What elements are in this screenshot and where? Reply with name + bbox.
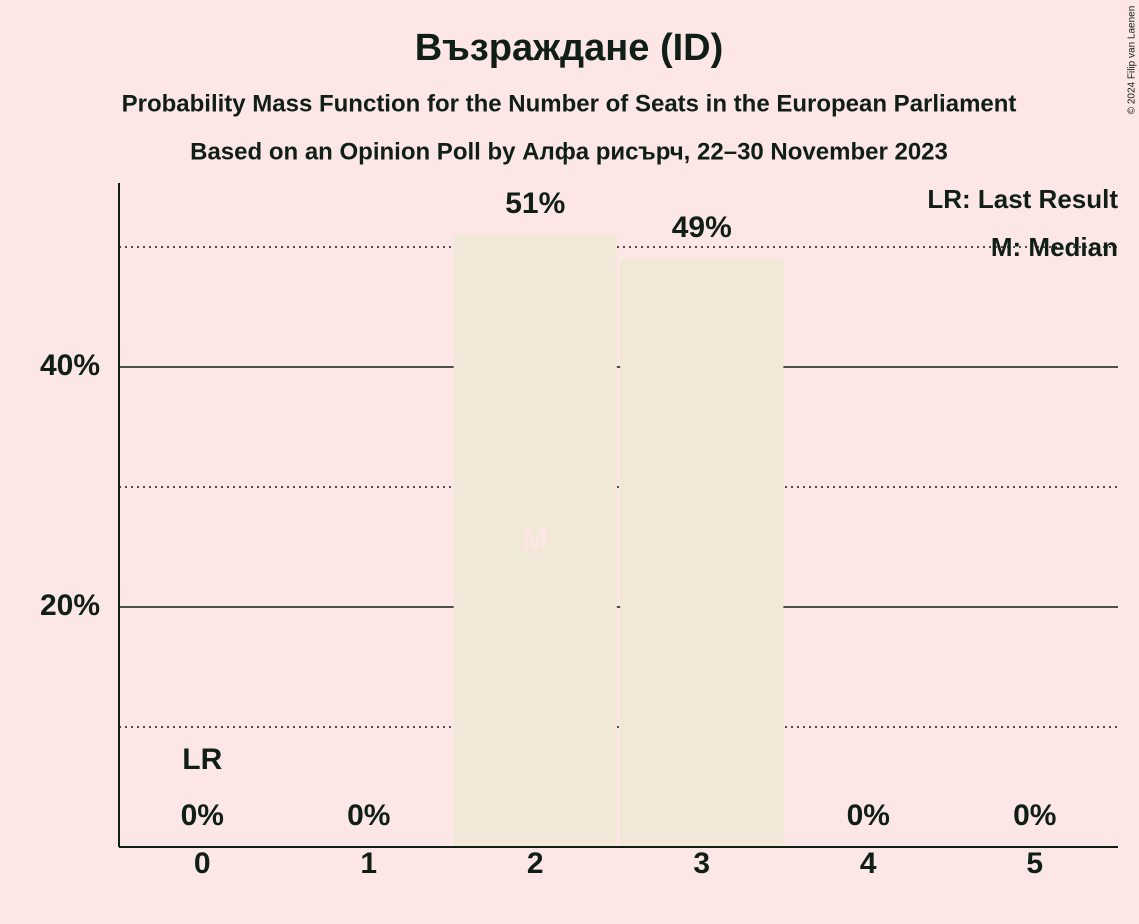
value-label: 0%: [181, 799, 224, 832]
chart-subtitle: Probability Mass Function for the Number…: [122, 90, 1017, 117]
legend-entry: M: Median: [991, 232, 1118, 262]
y-tick-label: 40%: [40, 349, 100, 382]
x-tick-label: 1: [360, 847, 377, 880]
x-tick-label: 2: [527, 847, 544, 880]
bar: [620, 259, 784, 847]
x-tick-label: 0: [194, 847, 211, 880]
bar: [453, 235, 617, 847]
chart-subtitle: Based on an Opinion Poll by Алфа рисърч,…: [190, 138, 948, 165]
x-tick-label: 4: [860, 847, 877, 880]
value-label: 0%: [847, 799, 890, 832]
copyright: © 2024 Filip van Laenen: [1127, 6, 1138, 115]
x-tick-label: 5: [1026, 847, 1043, 880]
legend-entry: LR: Last Result: [927, 184, 1118, 214]
value-label: 51%: [505, 187, 565, 220]
y-tick-label: 20%: [40, 589, 100, 622]
value-label: 0%: [347, 799, 390, 832]
chart-title: Възраждане (ID): [415, 27, 724, 69]
median-marker: M: [523, 523, 548, 556]
value-label: 49%: [672, 211, 732, 244]
x-tick-label: 3: [693, 847, 710, 880]
value-label: 0%: [1013, 799, 1056, 832]
last-result-marker: LR: [182, 743, 222, 776]
